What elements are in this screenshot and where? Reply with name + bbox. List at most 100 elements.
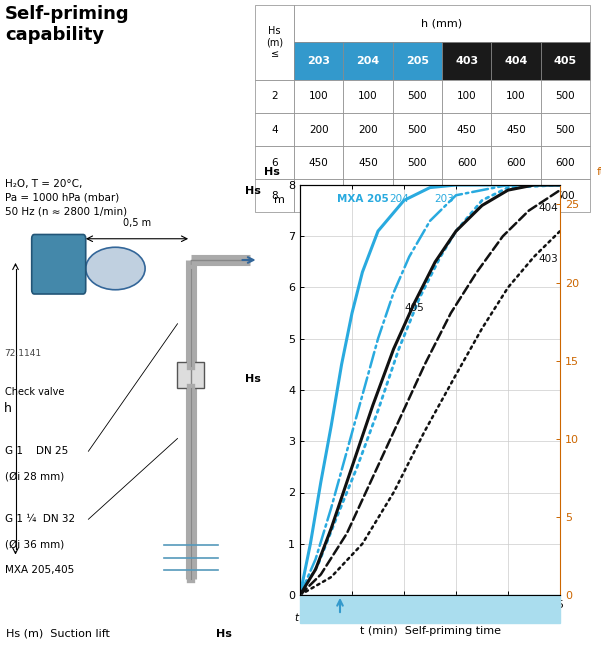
- Text: 500: 500: [555, 124, 575, 134]
- Text: 600: 600: [555, 158, 575, 168]
- Bar: [300, 595, 560, 623]
- Text: 0,5 m: 0,5 m: [123, 218, 151, 228]
- Text: 72.1141: 72.1141: [5, 349, 42, 358]
- Text: 450: 450: [358, 158, 378, 168]
- FancyBboxPatch shape: [255, 146, 294, 179]
- Text: 204: 204: [389, 195, 409, 204]
- Text: Check valve: Check valve: [5, 386, 64, 397]
- Text: Hs: Hs: [264, 167, 279, 177]
- Text: 100: 100: [309, 92, 329, 102]
- FancyBboxPatch shape: [541, 146, 590, 179]
- FancyBboxPatch shape: [392, 146, 442, 179]
- Text: 6: 6: [271, 158, 278, 168]
- Text: 500: 500: [407, 158, 427, 168]
- Text: 403: 403: [455, 56, 478, 66]
- FancyBboxPatch shape: [541, 179, 590, 212]
- FancyBboxPatch shape: [32, 234, 86, 294]
- Text: 600: 600: [358, 191, 378, 201]
- Text: 100: 100: [358, 92, 378, 102]
- Text: 405: 405: [554, 56, 577, 66]
- Text: 600: 600: [309, 191, 329, 201]
- FancyBboxPatch shape: [343, 43, 392, 80]
- Text: 500: 500: [407, 124, 427, 134]
- Text: 450: 450: [506, 124, 526, 134]
- Text: G 1    DN 25: G 1 DN 25: [5, 446, 68, 457]
- Text: Hs: Hs: [245, 185, 261, 196]
- Text: 500: 500: [555, 92, 575, 102]
- FancyBboxPatch shape: [392, 113, 442, 146]
- Text: 8: 8: [271, 191, 278, 201]
- FancyBboxPatch shape: [392, 179, 442, 212]
- FancyBboxPatch shape: [491, 146, 541, 179]
- Text: 203: 203: [434, 195, 454, 204]
- Text: 600: 600: [457, 191, 477, 201]
- FancyBboxPatch shape: [442, 146, 491, 179]
- Text: 204: 204: [356, 56, 380, 66]
- FancyBboxPatch shape: [255, 80, 294, 113]
- Text: 600: 600: [407, 191, 427, 201]
- FancyBboxPatch shape: [442, 80, 491, 113]
- Text: 200: 200: [358, 124, 378, 134]
- FancyBboxPatch shape: [392, 43, 442, 80]
- Text: MXA 205: MXA 205: [337, 195, 389, 204]
- Text: H₂O, T = 20°C,
Pa = 1000 hPa (mbar)
50 Hz (n ≈ 2800 1/min): H₂O, T = 20°C, Pa = 1000 hPa (mbar) 50 H…: [5, 179, 127, 217]
- FancyBboxPatch shape: [541, 43, 590, 80]
- Ellipse shape: [86, 247, 145, 290]
- FancyBboxPatch shape: [442, 179, 491, 212]
- FancyBboxPatch shape: [491, 179, 541, 212]
- FancyBboxPatch shape: [294, 179, 343, 212]
- Text: 450: 450: [309, 158, 329, 168]
- FancyBboxPatch shape: [343, 80, 392, 113]
- FancyBboxPatch shape: [255, 113, 294, 146]
- FancyBboxPatch shape: [442, 113, 491, 146]
- Text: MXA 205,405: MXA 205,405: [5, 565, 74, 575]
- FancyBboxPatch shape: [294, 80, 343, 113]
- FancyBboxPatch shape: [294, 43, 343, 80]
- Text: (Øi 36 mm): (Øi 36 mm): [5, 540, 64, 550]
- Text: 600: 600: [457, 158, 477, 168]
- Text: 200: 200: [309, 124, 329, 134]
- FancyBboxPatch shape: [491, 113, 541, 146]
- Text: 450: 450: [457, 124, 477, 134]
- Text: Hs (m)  Suction lift: Hs (m) Suction lift: [6, 629, 110, 639]
- FancyBboxPatch shape: [491, 43, 541, 80]
- Text: m: m: [274, 195, 285, 205]
- FancyBboxPatch shape: [541, 80, 590, 113]
- Text: (Øi 28 mm): (Øi 28 mm): [5, 472, 64, 481]
- Text: 404: 404: [538, 203, 558, 213]
- Text: G 1 ¼  DN 32: G 1 ¼ DN 32: [5, 514, 75, 524]
- FancyBboxPatch shape: [294, 5, 590, 43]
- Text: Self-priming
capability: Self-priming capability: [5, 5, 130, 45]
- Text: 500: 500: [407, 92, 427, 102]
- Text: ft: ft: [596, 167, 601, 177]
- FancyBboxPatch shape: [343, 179, 392, 212]
- Text: h: h: [4, 402, 11, 415]
- FancyBboxPatch shape: [343, 113, 392, 146]
- Text: h (mm): h (mm): [421, 19, 463, 29]
- Text: 405: 405: [404, 303, 424, 313]
- FancyBboxPatch shape: [491, 80, 541, 113]
- Text: 404: 404: [504, 56, 528, 66]
- Text: 100: 100: [457, 92, 477, 102]
- FancyBboxPatch shape: [541, 113, 590, 146]
- Bar: [177, 362, 204, 388]
- Text: 2: 2: [271, 92, 278, 102]
- Text: 600: 600: [506, 191, 526, 201]
- FancyBboxPatch shape: [442, 43, 491, 80]
- FancyBboxPatch shape: [294, 113, 343, 146]
- FancyBboxPatch shape: [343, 146, 392, 179]
- Text: Hs: Hs: [216, 629, 232, 639]
- Text: 4: 4: [271, 124, 278, 134]
- Text: Hs
(m)
≤: Hs (m) ≤: [266, 26, 283, 59]
- Text: 203: 203: [307, 56, 331, 66]
- Text: t (min)  Self-priming time: t (min) Self-priming time: [359, 626, 501, 636]
- Text: 600: 600: [555, 191, 575, 201]
- FancyBboxPatch shape: [294, 146, 343, 179]
- Text: 205: 205: [406, 56, 429, 66]
- FancyBboxPatch shape: [255, 179, 294, 212]
- Text: t  min: t min: [295, 614, 325, 624]
- Text: 100: 100: [506, 92, 526, 102]
- Text: Hs: Hs: [245, 374, 261, 384]
- FancyBboxPatch shape: [255, 5, 294, 80]
- Text: 600: 600: [506, 158, 526, 168]
